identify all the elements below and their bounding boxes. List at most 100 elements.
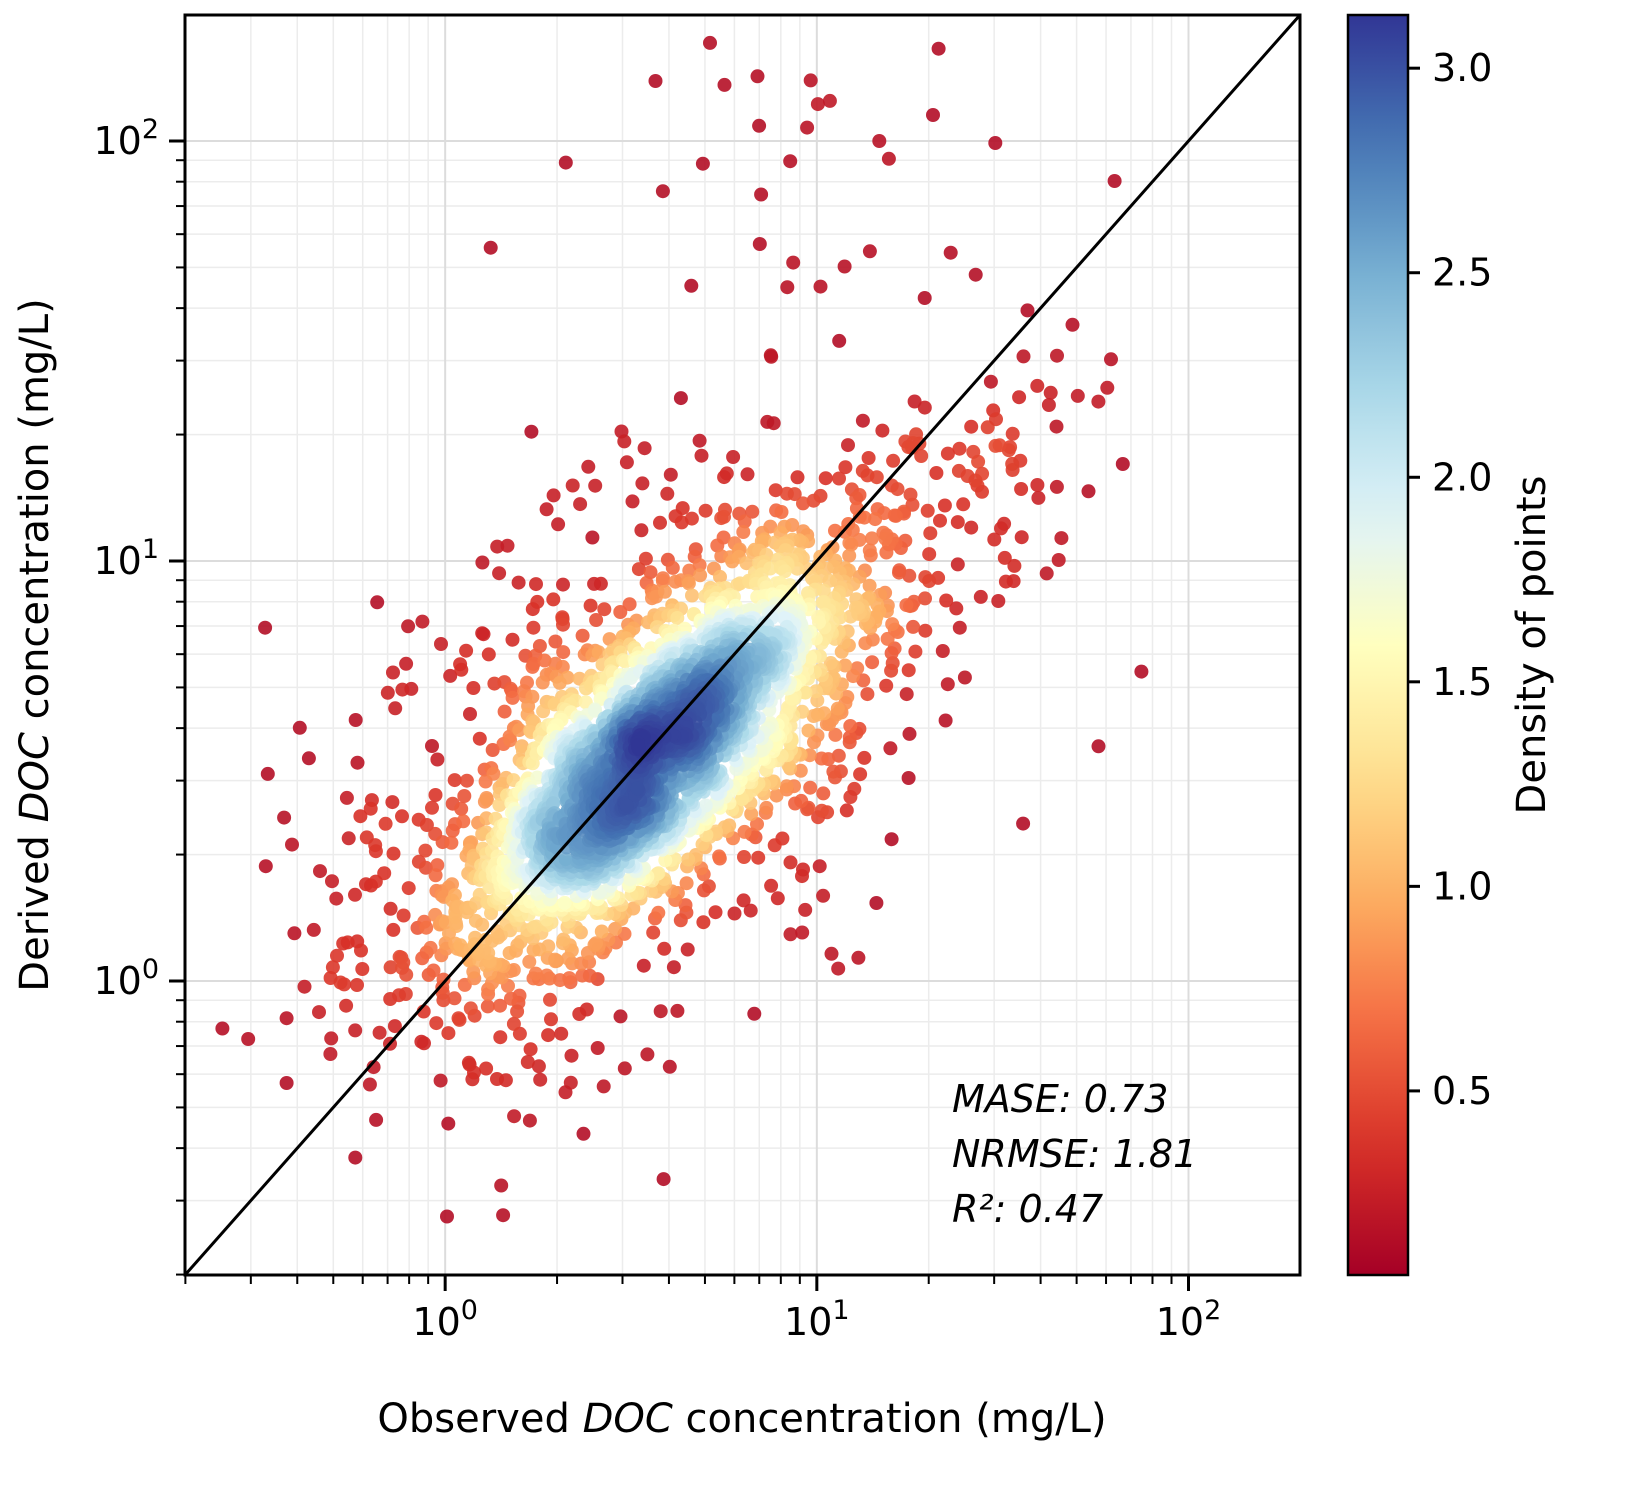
- scatter-point: [994, 521, 1008, 536]
- scatter-point: [441, 1026, 456, 1041]
- scatter-point: [593, 576, 608, 591]
- svg-text:100: 100: [412, 1295, 478, 1344]
- svg-text:1.0: 1.0: [1432, 864, 1492, 908]
- scatter-point: [287, 926, 302, 941]
- scatter-point: [531, 1059, 546, 1074]
- scatter-point: [744, 807, 759, 821]
- scatter-point: [617, 1061, 632, 1076]
- scatter-point: [794, 793, 809, 808]
- scatter-point: [636, 958, 651, 973]
- scatter-point: [440, 1209, 454, 1224]
- scatter-point: [496, 1208, 511, 1223]
- scatter-point: [466, 681, 481, 695]
- scatter-point: [918, 591, 932, 606]
- scatter-point: [839, 803, 854, 818]
- scatter-point: [872, 134, 887, 148]
- scatter-point: [507, 1109, 522, 1124]
- y-axis-label: Derived DOC concentration (mg/L): [12, 298, 58, 991]
- scatter-point: [325, 960, 340, 975]
- scatter-point: [463, 1001, 478, 1016]
- scatter-point: [917, 400, 932, 415]
- scatter-point: [613, 1009, 628, 1024]
- scatter-point: [851, 950, 866, 965]
- scatter-point: [988, 136, 1003, 150]
- scatter-point: [546, 592, 561, 607]
- scatter-point: [907, 394, 922, 409]
- scatter-point: [370, 595, 385, 610]
- scatter-point: [557, 895, 572, 910]
- scatter-point: [523, 1042, 538, 1057]
- scatter-point: [813, 279, 828, 294]
- scatter-point: [493, 1030, 508, 1045]
- scatter-point: [324, 1031, 339, 1046]
- scatter-point: [695, 156, 710, 171]
- scatter-point: [479, 792, 494, 807]
- scatter-point: [430, 752, 445, 767]
- scatter-point: [662, 1059, 677, 1074]
- scatter-point: [447, 991, 462, 1006]
- scatter-point: [838, 460, 853, 475]
- scatter-point: [1134, 664, 1149, 679]
- scatter-point: [786, 255, 801, 270]
- scatter-point: [837, 259, 852, 274]
- scatter-point: [949, 601, 964, 616]
- scatter-point: [1012, 390, 1027, 405]
- scatter-point: [585, 530, 600, 545]
- y-tick-labels: 100 101 102: [93, 114, 159, 1003]
- scatter-point: [810, 97, 825, 112]
- scatter-point: [787, 487, 802, 502]
- scatter-point: [1049, 479, 1064, 494]
- scatter-point: [806, 709, 821, 723]
- scatter-point: [783, 154, 798, 169]
- scatter-point: [533, 1072, 548, 1087]
- scatter-point: [396, 908, 411, 923]
- scatter-point: [737, 824, 752, 839]
- scatter-point: [680, 942, 695, 957]
- scatter-point: [670, 1003, 685, 1018]
- scatter-point: [727, 906, 742, 921]
- scatter-point: [681, 852, 696, 867]
- scatter-point: [306, 922, 321, 937]
- scatter-point: [505, 690, 520, 705]
- scatter-point: [215, 1021, 230, 1036]
- scatter-point: [807, 735, 821, 750]
- scatter-point: [918, 623, 933, 638]
- scatter-point: [548, 634, 563, 649]
- scatter-point: [622, 597, 637, 612]
- scatter-point: [490, 1072, 504, 1086]
- scatter-point: [539, 502, 554, 517]
- scatter-point: [467, 1065, 481, 1080]
- scatter-point: [696, 915, 711, 930]
- scatter-point: [684, 278, 699, 293]
- scatter-point: [417, 1036, 431, 1051]
- scatter-point: [883, 741, 898, 756]
- scatter-point: [828, 727, 843, 742]
- scatter-point: [656, 1172, 671, 1187]
- scatter-point: [860, 687, 875, 702]
- scatter-point: [752, 118, 767, 133]
- scatter-point: [1091, 739, 1106, 754]
- scatter-point: [503, 733, 518, 748]
- scatter-point: [717, 470, 732, 485]
- scatter-point: [428, 788, 443, 802]
- scatter-point: [780, 280, 795, 295]
- scatter-point: [682, 563, 697, 578]
- scatter-point: [795, 925, 810, 940]
- scatter-point: [472, 731, 487, 746]
- scatter-point: [736, 525, 751, 539]
- scatter-point: [497, 704, 512, 719]
- scatter-point: [353, 809, 368, 824]
- scatter-point: [630, 781, 645, 796]
- scatter-point: [558, 852, 573, 867]
- scatter-point: [380, 685, 395, 700]
- scatter-point: [847, 781, 862, 796]
- scatter-point: [419, 920, 434, 935]
- scatter-point: [670, 611, 685, 625]
- scatter-point: [551, 517, 566, 532]
- scatter-point: [526, 620, 541, 635]
- scatter-point: [980, 420, 995, 435]
- scatter-point: [339, 998, 354, 1013]
- scatter-point: [451, 1011, 466, 1026]
- scatter-point: [832, 471, 846, 486]
- scatter-point: [926, 108, 940, 122]
